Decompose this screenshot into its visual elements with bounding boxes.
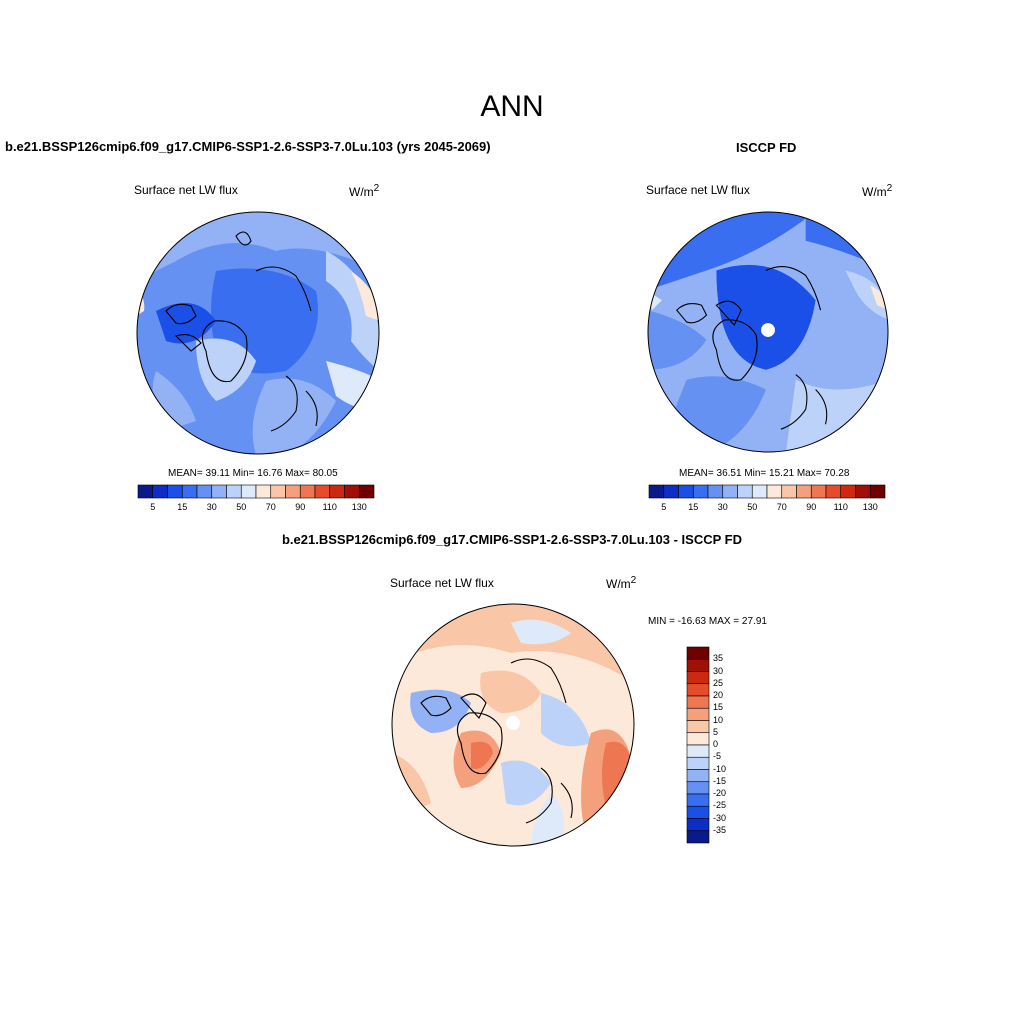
colorbar-tick-label: -30 [713,812,727,823]
colorbar-swatch [686,830,710,844]
panel-2-title: ISCCP FD [736,140,797,155]
colorbar-tick-label: 35 [713,653,724,664]
colorbar-swatch [663,484,679,499]
colorbar-tick-label: -35 [713,824,727,835]
panel-2-map [647,211,889,453]
colorbar-swatch [737,484,753,499]
panel-2-units: W/m2 [862,183,893,199]
colorbar-tick-label: -5 [713,751,722,762]
panel-1-map [136,211,380,455]
colorbar-tick-label: -10 [713,763,727,774]
colorbar-swatch [692,484,709,499]
colorbar-tick-label: 5 [150,502,156,512]
colorbar-swatch [211,484,227,499]
colorbar-tick-label: 50 [747,502,758,512]
colorbar-swatch [686,732,710,746]
colorbar-swatch [869,484,886,499]
colorbar-swatch [751,484,768,499]
colorbar-swatch [796,484,812,499]
colorbar-swatch [686,646,710,660]
colorbar-tick-label: 30 [717,502,728,512]
colorbar-tick-label: 110 [833,502,848,512]
colorbar-swatch [255,484,272,499]
colorbar-tick-label: 110 [322,502,337,512]
colorbar-tick-label: 90 [806,502,817,512]
colorbar-swatch [686,756,710,770]
colorbar-tick-label: 10 [713,714,724,725]
panel-2-stats: MEAN= 36.51 Min= 15.21 Max= 70.28 [679,468,850,479]
figure-title: ANN [480,90,544,123]
colorbar-swatch [240,484,257,499]
colorbar-swatch [181,484,198,499]
colorbar-swatch [686,707,710,721]
colorbar-tick-label: 0 [713,739,719,749]
colorbar-swatch [226,484,242,499]
colorbar-swatch [855,484,871,499]
colorbar-swatch [766,484,783,499]
colorbar-swatch [167,484,183,499]
colorbar-swatch [686,695,710,709]
colorbar-tick-label: 30 [206,502,217,512]
colorbar-tick-label: 50 [236,502,247,512]
colorbar-tick-label: 20 [713,690,724,700]
colorbar-swatch [686,805,710,819]
colorbar-swatch [358,484,375,499]
panel-1-units: W/m2 [349,183,380,199]
colorbar-swatch [810,484,827,499]
panel-3-map [391,603,635,847]
colorbar-tick-label: 15 [688,502,699,512]
panel-1-title: b.e21.BSSP126cmip6.f09_g17.CMIP6-SSP1-2.… [5,139,491,154]
colorbar-swatch [686,683,710,697]
colorbar-swatch [196,484,213,499]
panel-3-variable: Surface net LW flux [390,576,494,590]
colorbar-swatch [686,781,710,795]
colorbar-swatch [314,484,331,499]
colorbar-swatch [781,484,797,499]
panel-1-stats: MEAN= 39.11 Min= 16.76 Max= 80.05 [168,468,338,479]
colorbar-swatch [707,484,724,499]
colorbar-tick-label: 15 [177,502,188,512]
colorbar-swatch [285,484,301,499]
colorbar-swatch [840,484,856,499]
colorbar-swatch [152,484,168,499]
colorbar-tick-label: 15 [713,702,724,713]
colorbar-swatch [825,484,842,499]
colorbar-swatch [722,484,738,499]
colorbar-tick-label: 30 [713,665,724,676]
colorbar-tick-label: 5 [713,726,719,737]
colorbar-tick-label: 70 [776,502,787,512]
panel-3-stats: MIN = -16.63 MAX = 27.91 [648,616,767,627]
panel-3-title: b.e21.BSSP126cmip6.f09_g17.CMIP6-SSP1-2.… [281,532,742,547]
panel-2-colorbar [648,484,886,499]
colorbar-swatch [299,484,316,499]
colorbar-tick-label: -15 [713,775,727,786]
colorbar-swatch [686,769,710,783]
colorbar-tick-label: 25 [713,677,724,688]
colorbar-swatch [686,744,710,758]
panel-2-variable: Surface net LW flux [646,183,750,197]
colorbar-swatch [329,484,345,499]
colorbar-swatch [678,484,694,499]
panel-3-units: W/m2 [606,575,637,591]
colorbar-swatch [648,484,665,499]
colorbar-swatch [270,484,286,499]
colorbar-swatch [686,671,710,685]
colorbar-swatch [137,484,154,499]
colorbar-swatch [344,484,360,499]
colorbar-tick-label: -25 [713,800,727,811]
panel-3-colorbar [686,646,710,844]
colorbar-swatch [686,793,710,807]
colorbar-tick-label: -20 [713,788,727,798]
colorbar-tick-label: 5 [661,502,667,512]
colorbar-tick-label: 90 [295,502,306,512]
colorbar-swatch [686,720,710,734]
colorbar-tick-label: 70 [265,502,276,512]
colorbar-tick-label: 130 [351,502,367,512]
colorbar-swatch [686,818,710,832]
colorbar-swatch [686,658,710,672]
colorbar-tick-label: 130 [862,502,878,512]
panel-1-variable: Surface net LW flux [134,183,238,197]
panel-1-colorbar [137,484,375,499]
